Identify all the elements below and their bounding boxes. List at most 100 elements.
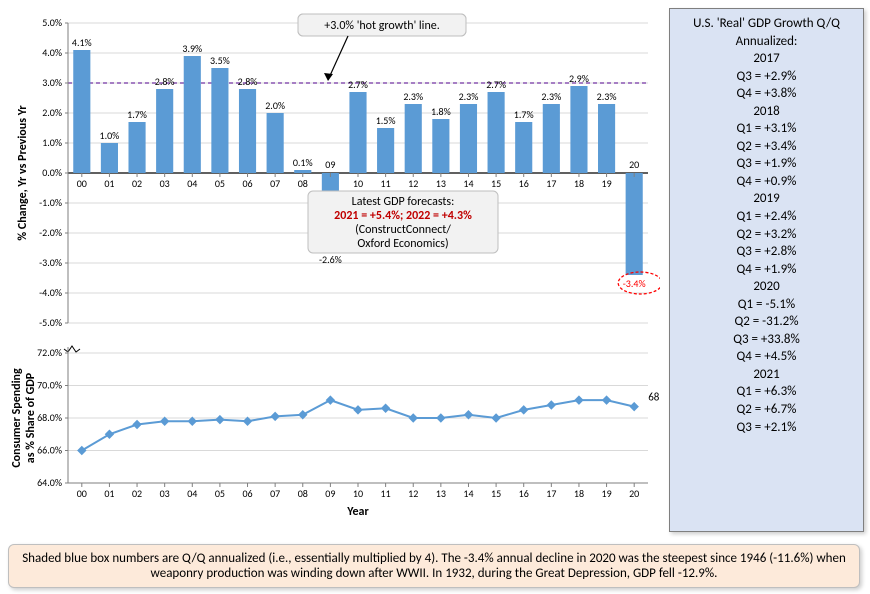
line-xtick: 00 — [77, 487, 87, 500]
chart-svg: -5.0%-4.0%-3.0%-2.0%-1.0%0.0%1.0%2.0%3.0… — [8, 8, 660, 528]
info-row: Q2 = -31.2% — [674, 313, 859, 331]
bar-label: -2.6% — [319, 253, 342, 266]
bar-label: 2.7% — [486, 78, 506, 91]
info-row: Q3 = +2.1% — [674, 419, 859, 437]
info-row: Q3 = +2.8% — [674, 243, 859, 261]
bar-label: 3.9% — [182, 42, 202, 55]
bar-label: 2.8% — [238, 75, 258, 88]
line-marker — [547, 401, 555, 409]
bar-label: 2.9% — [569, 72, 589, 85]
bar — [515, 122, 532, 173]
svg-text:2.0%: 2.0% — [42, 106, 62, 119]
bar-label: 2.0% — [265, 99, 285, 112]
svg-text:70.0%: 70.0% — [37, 379, 62, 392]
bar-xtick: 01 — [104, 177, 114, 190]
bar-xtick: 13 — [436, 177, 446, 190]
line-ylabel-1: Consumer Spending — [10, 368, 24, 468]
bar — [128, 122, 145, 173]
line-xtick: 11 — [381, 487, 391, 500]
bar — [543, 104, 560, 173]
info-year: 2017 — [674, 50, 859, 68]
bar — [294, 170, 311, 173]
line-marker — [520, 406, 528, 414]
line-marker — [382, 404, 390, 412]
info-panel: U.S. 'Real' GDP Growth Q/Q Annualized:20… — [669, 8, 864, 532]
bar-label: 2.3% — [597, 90, 617, 103]
footer-note: Shaded blue box numbers are Q/Q annualiz… — [8, 544, 860, 588]
bar-xtick: 20 — [629, 158, 639, 171]
line-marker — [575, 396, 583, 404]
info-row: Q2 = +6.7% — [674, 401, 859, 419]
line-marker — [133, 421, 141, 429]
bar-xtick: 11 — [381, 177, 391, 190]
svg-text:-3.0%: -3.0% — [39, 256, 62, 269]
info-year: 2021 — [674, 366, 859, 384]
line-xtick: 04 — [187, 487, 197, 500]
line-marker — [630, 403, 638, 411]
svg-text:0.0%: 0.0% — [42, 166, 62, 179]
bar-xtick: 17 — [546, 177, 556, 190]
info-row: Q3 = +33.8% — [674, 331, 859, 349]
line-marker — [409, 414, 417, 422]
footer-text: Shaded blue box numbers are Q/Q annualiz… — [22, 551, 846, 581]
bar-xtick: 12 — [408, 177, 418, 190]
line-xtick: 10 — [353, 487, 363, 500]
svg-text:4.0%: 4.0% — [42, 46, 62, 59]
forecast-line3: (ConstructConnect/ — [355, 223, 451, 237]
hot-growth-label: +3.0% 'hot growth' line. — [324, 19, 440, 33]
line-xtick: 16 — [519, 487, 529, 500]
info-row: Q3 = +2.9% — [674, 68, 859, 86]
line-marker — [492, 414, 500, 422]
bar — [73, 50, 90, 173]
bar-label: 2.3% — [459, 90, 479, 103]
svg-text:68.0%: 68.0% — [37, 411, 62, 424]
info-row: Q1 = +2.4% — [674, 208, 859, 226]
bar-label: 4.1% — [72, 36, 92, 49]
bar — [101, 143, 118, 173]
bar — [349, 92, 366, 173]
forecast-line2: 2021 = +5.4%; 2022 = +4.3% — [334, 209, 472, 223]
info-row: Q4 = +3.8% — [674, 85, 859, 103]
svg-text:64.0%: 64.0% — [37, 476, 62, 489]
line-xtick: 07 — [270, 487, 280, 500]
bar — [211, 68, 228, 173]
line-ylabel-2: as % Share of GDP — [24, 372, 38, 463]
bar-label: 2.7% — [348, 78, 368, 91]
line-xtick: 06 — [242, 487, 252, 500]
svg-text:3.0%: 3.0% — [42, 76, 62, 89]
svg-text:66.0%: 66.0% — [37, 444, 62, 457]
bar-label: 0.1% — [293, 156, 313, 169]
bar — [184, 56, 201, 173]
line-xtick: 13 — [436, 487, 446, 500]
svg-text:72.0%: 72.0% — [37, 346, 62, 359]
forecast-line4: Oxford Economics) — [357, 237, 448, 251]
info-row: Q2 = +3.2% — [674, 226, 859, 244]
info-row: Q3 = +1.9% — [674, 155, 859, 173]
bar-label: -3.4% — [623, 277, 646, 290]
bar-xtick: 14 — [463, 177, 473, 190]
bar — [598, 104, 615, 173]
info-row: Q4 = +4.5% — [674, 348, 859, 366]
line-xtick: 05 — [215, 487, 225, 500]
bar — [156, 89, 173, 173]
bar — [432, 119, 449, 173]
bar — [239, 89, 256, 173]
bar-label: 2.8% — [155, 75, 175, 88]
bar-label: 1.0% — [100, 129, 120, 142]
arrow-icon — [324, 73, 333, 81]
bar-xtick: 19 — [602, 177, 612, 190]
info-row: Q2 = +3.4% — [674, 138, 859, 156]
bar — [488, 92, 505, 173]
line-last-label: 68.7% — [648, 391, 660, 404]
line-marker — [326, 396, 334, 404]
bar-xtick: 06 — [242, 177, 252, 190]
info-year: 2018 — [674, 103, 859, 121]
bar-xtick: 15 — [491, 177, 501, 190]
bar-xtick: 08 — [298, 177, 308, 190]
bar-xtick: 04 — [187, 177, 197, 190]
info-row: Q1 = +3.1% — [674, 120, 859, 138]
line-xtick: 01 — [104, 487, 114, 500]
line-marker — [603, 396, 611, 404]
line-marker — [437, 414, 445, 422]
svg-text:5.0%: 5.0% — [42, 16, 62, 29]
